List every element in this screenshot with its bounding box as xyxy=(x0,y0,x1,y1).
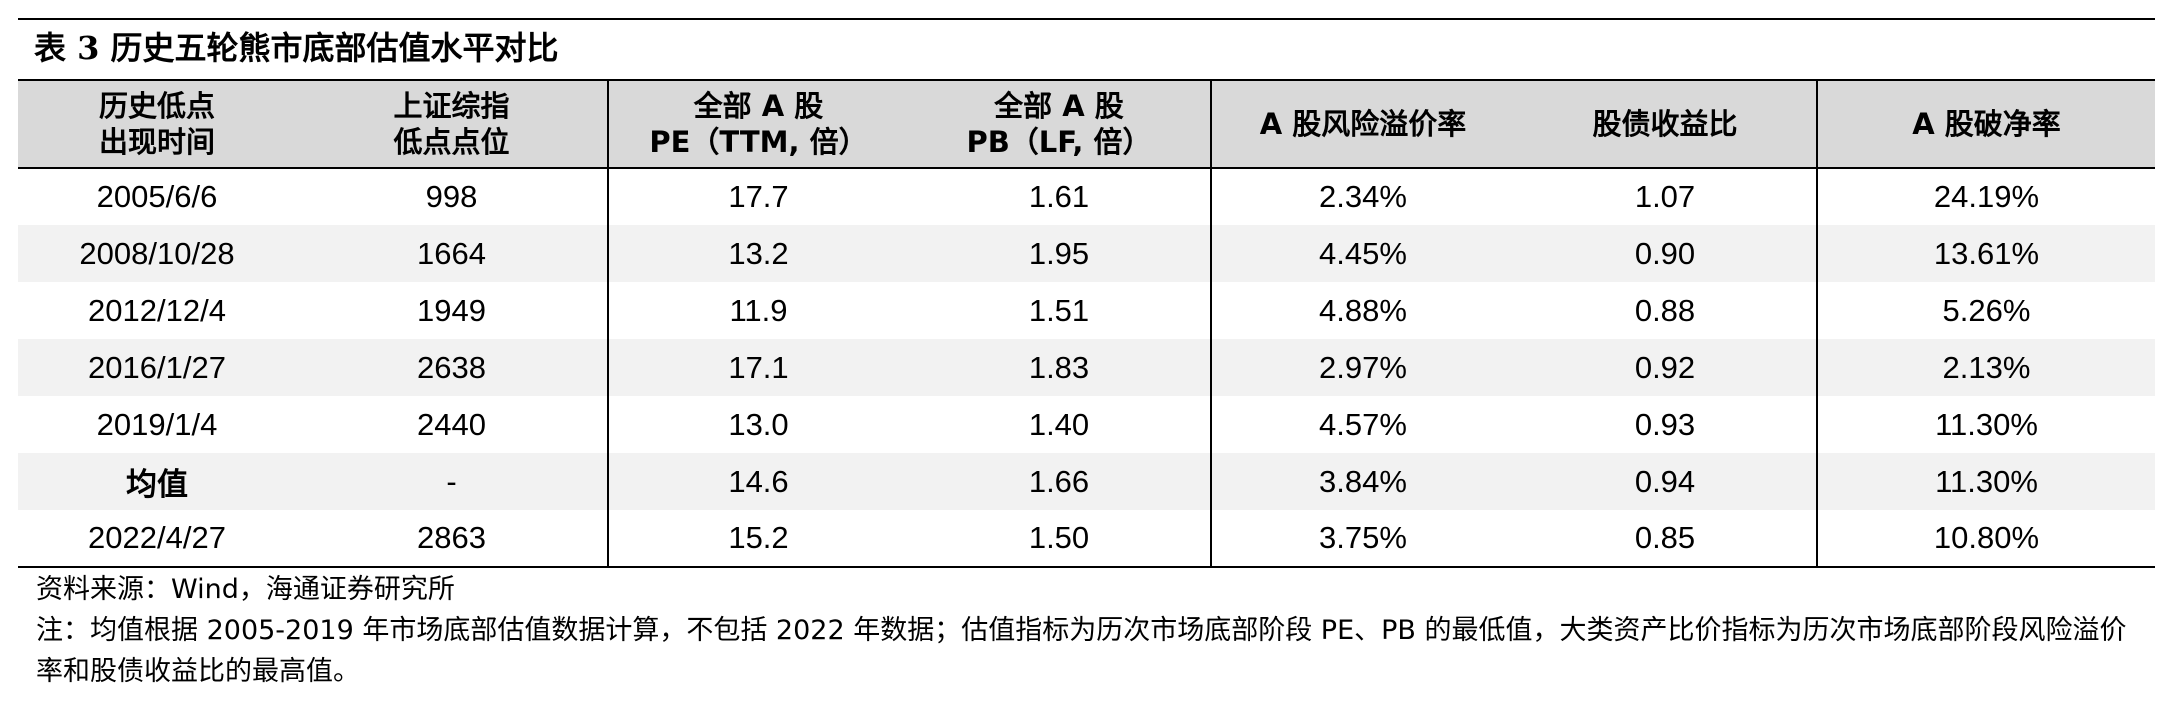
cell-index: 2863 xyxy=(296,510,609,568)
cell-index: 2440 xyxy=(296,396,609,453)
cell-date: 2012/12/4 xyxy=(88,292,226,328)
footnote: 注：均值根据 2005-2019 年市场底部估值数据计算，不包括 2022 年数… xyxy=(36,615,2127,687)
cell-stock-bond-ratio: 0.85 xyxy=(1514,510,1818,568)
cell-stock-bond-ratio: 0.92 xyxy=(1514,339,1818,396)
cell-below-book-ratio: 11.30% xyxy=(1935,463,2038,499)
cell-date: 2022/4/27 xyxy=(18,510,296,568)
table-row-average: 均值 - 14.6 1.66 3.84% 0.94 11.30% xyxy=(18,453,2155,510)
source-note: 资料来源：Wind，海通证券研究所 xyxy=(36,574,455,605)
cell-date: 2008/10/28 xyxy=(79,235,235,271)
table-row: 2016/1/27 2638 17.1 1.83 2.97% 0.92 2.13… xyxy=(18,339,2155,396)
cell-pe: 17.1 xyxy=(728,349,789,385)
cell-index: 1949 xyxy=(296,282,609,339)
cell-pe: 14.6 xyxy=(728,463,789,499)
cell-index: 998 xyxy=(296,168,609,225)
cell-below-book-ratio: 10.80% xyxy=(1817,510,2155,568)
cell-date: 均值 xyxy=(126,467,188,503)
table-row: 2008/10/28 1664 13.2 1.95 4.45% 0.90 13.… xyxy=(18,225,2155,282)
table-header-row: 历史低点 出现时间 上证综指 低点点位 全部 A 股 PE（TTM, 倍） 全部 A … xyxy=(18,79,2155,169)
cell-stock-bond-ratio: 0.88 xyxy=(1514,282,1818,339)
cell-pe: 17.7 xyxy=(728,179,789,214)
cell-pe: 11.9 xyxy=(729,292,788,328)
cell-index: 2638 xyxy=(296,339,609,396)
table-row: 2019/1/4 2440 13.0 1.40 4.57% 0.93 11.30… xyxy=(18,396,2155,453)
table-title: 表 3 历史五轮熊市底部估值水平对比 xyxy=(34,29,559,67)
cell-pe: 13.0 xyxy=(728,406,789,442)
cell-index: - xyxy=(296,453,609,510)
cell-pe: 15.2 xyxy=(608,510,908,568)
cell-risk-premium: 3.84% xyxy=(1319,463,1407,499)
cell-pb: 1.95 xyxy=(908,225,1212,282)
cell-stock-bond-ratio: 0.90 xyxy=(1514,225,1818,282)
cell-risk-premium: 4.57% xyxy=(1319,406,1407,442)
header-stock-bond-ratio: 股债收益比 xyxy=(1514,79,1818,169)
cell-stock-bond-ratio: 0.94 xyxy=(1514,453,1818,510)
cell-below-book-ratio: 13.61% xyxy=(1933,235,2040,271)
header-risk-premium: A 股风险溢价率 xyxy=(1211,79,1514,169)
cell-pb: 1.61 xyxy=(908,168,1212,225)
cell-risk-premium: 2.34% xyxy=(1319,179,1407,214)
cell-below-book-ratio: 11.30% xyxy=(1935,406,2038,442)
cell-stock-bond-ratio: 0.93 xyxy=(1514,396,1818,453)
cell-below-book-ratio: 5.26% xyxy=(1942,292,2031,328)
cell-date: 2019/1/4 xyxy=(96,406,218,442)
cell-date: 2016/1/27 xyxy=(88,349,226,385)
table-row: 2022/4/27 2863 15.2 1.50 3.75% 0.85 10.8… xyxy=(18,510,2155,568)
cell-pb: 1.50 xyxy=(908,510,1212,568)
header-pe: 全部 A 股 PE（TTM, 倍） xyxy=(608,79,908,169)
cell-pb: 1.83 xyxy=(908,339,1212,396)
cell-pb: 1.40 xyxy=(908,396,1212,453)
table-row: 2012/12/4 1949 11.9 1.51 4.88% 0.88 5.26… xyxy=(18,282,2155,339)
header-low-date: 历史低点 出现时间 xyxy=(18,79,296,169)
header-pb: 全部 A 股 PB（LF, 倍） xyxy=(908,79,1212,169)
top-rule xyxy=(18,18,2155,20)
cell-date: 2005/6/6 xyxy=(96,179,218,214)
cell-risk-premium: 3.75% xyxy=(1211,510,1514,568)
cell-pe: 13.2 xyxy=(728,235,789,271)
cell-risk-premium: 2.97% xyxy=(1319,349,1407,385)
header-index-level: 上证综指 低点点位 xyxy=(296,79,609,169)
cell-pb: 1.51 xyxy=(908,282,1212,339)
cell-index: 1664 xyxy=(296,225,609,282)
cell-stock-bond-ratio: 1.07 xyxy=(1514,168,1818,225)
header-below-book-ratio: A 股破净率 xyxy=(1817,79,2155,169)
cell-risk-premium: 4.88% xyxy=(1319,292,1407,328)
cell-risk-premium: 4.45% xyxy=(1319,235,1407,271)
table-row: 2005/6/6 998 17.7 1.61 2.34% 1.07 24.19% xyxy=(18,168,2155,225)
cell-below-book-ratio: 2.13% xyxy=(1942,349,2031,385)
cell-pb: 1.66 xyxy=(908,453,1212,510)
cell-below-book-ratio: 24.19% xyxy=(1933,179,2040,214)
valuation-table: 历史低点 出现时间 上证综指 低点点位 全部 A 股 PE（TTM, 倍） 全部 A … xyxy=(18,79,2155,568)
